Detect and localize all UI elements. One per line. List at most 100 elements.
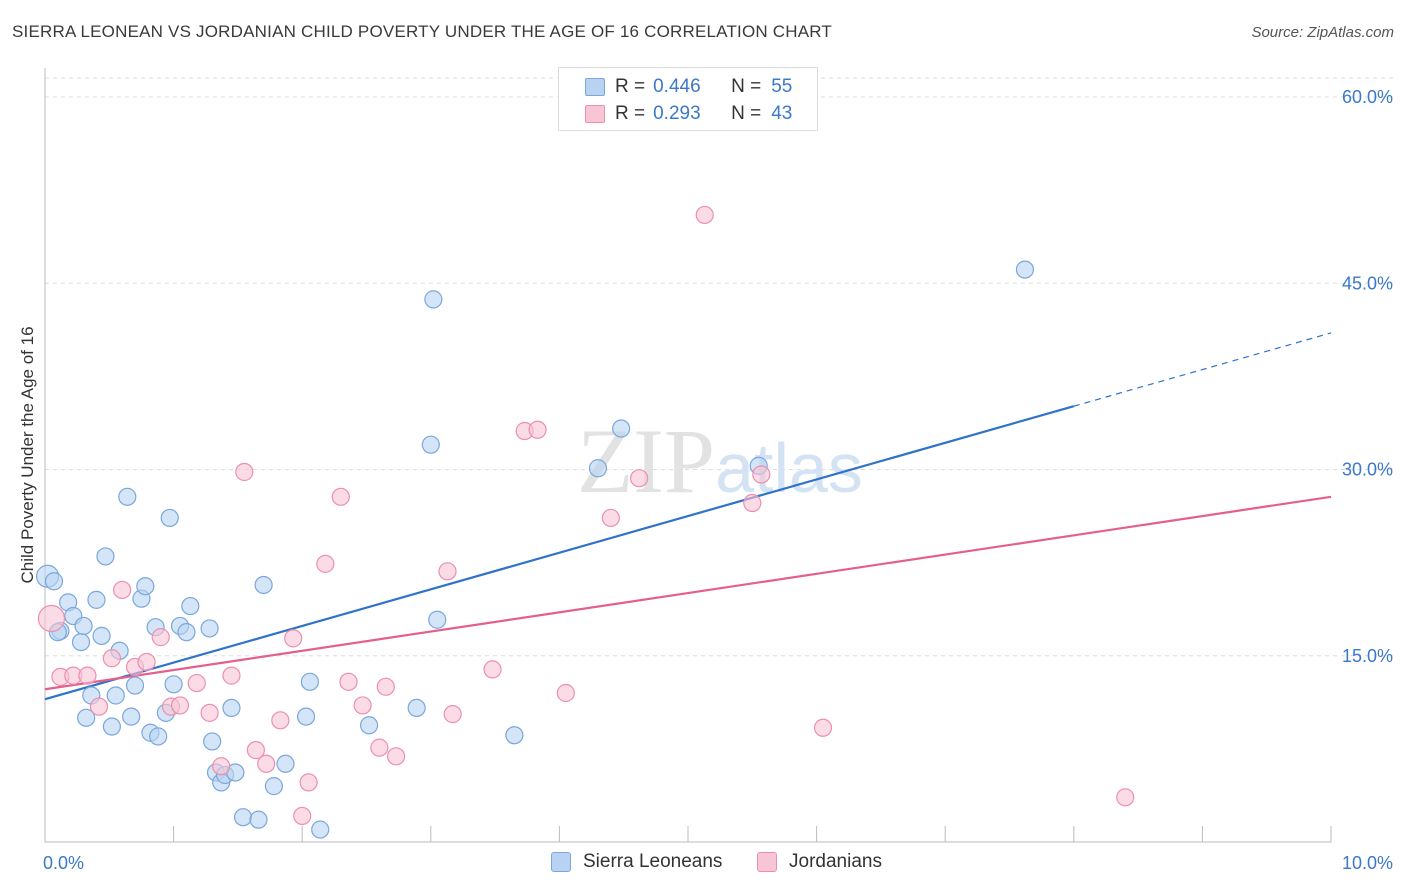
data-point <box>222 698 241 718</box>
data-point <box>421 435 440 454</box>
data-point <box>96 547 115 566</box>
legend-item-sierra-leoneans: Sierra Leoneans <box>551 851 722 873</box>
data-point <box>74 616 93 636</box>
data-point <box>264 777 284 796</box>
data-point <box>483 660 502 679</box>
y-tick-label: 15.0% <box>1342 646 1393 666</box>
data-point <box>257 754 276 773</box>
data-point <box>89 697 109 716</box>
data-point <box>612 419 631 438</box>
data-point <box>1116 788 1135 807</box>
data-point <box>601 508 620 528</box>
watermark-text: ZIPatlas <box>577 410 863 512</box>
legend-swatch-pink <box>585 105 605 123</box>
data-point <box>743 493 762 513</box>
data-point <box>376 677 395 696</box>
data-point <box>284 629 303 648</box>
legend-n-value: 43 <box>771 103 793 124</box>
data-point <box>505 726 524 745</box>
data-point <box>113 580 132 600</box>
data-point <box>249 810 268 829</box>
data-point <box>118 487 137 506</box>
data-point <box>300 672 320 691</box>
data-point <box>359 716 379 735</box>
data-point <box>160 508 179 528</box>
data-point <box>37 604 66 633</box>
series-jordanians-points <box>37 205 1135 826</box>
data-point <box>222 666 241 685</box>
data-point <box>316 554 335 573</box>
data-point <box>695 205 714 225</box>
legend-n-label: N = <box>731 103 762 124</box>
data-point <box>235 462 254 482</box>
data-point <box>407 698 426 718</box>
data-point <box>200 619 219 638</box>
data-point <box>149 727 168 746</box>
x-tick-label: 10.0% <box>1342 853 1393 873</box>
data-point <box>528 420 547 439</box>
data-point <box>71 632 91 652</box>
data-point <box>187 673 206 693</box>
tick-labels: 15.0% 30.0% 45.0% 60.0% 0.0% 10.0% <box>43 87 1393 873</box>
legend-row-jordanians: R = 0.293 N = 43 <box>585 102 792 126</box>
data-point <box>331 487 350 506</box>
x-tick-label: 0.0% <box>43 853 84 873</box>
data-point <box>44 572 64 591</box>
legend-label: Sierra Leoneans <box>583 851 723 872</box>
legend-label: Jordanians <box>789 851 882 872</box>
data-point <box>125 676 145 695</box>
legend-r-value: 0.293 <box>653 103 701 124</box>
data-point <box>200 703 219 722</box>
data-point <box>428 610 447 629</box>
data-point <box>77 708 96 727</box>
legend-n-label: N = <box>731 76 762 97</box>
data-point <box>181 596 200 616</box>
axes <box>44 68 1332 843</box>
data-point <box>339 672 358 691</box>
data-point <box>386 747 406 766</box>
data-point <box>92 626 111 645</box>
data-point <box>813 718 833 737</box>
data-point <box>556 683 575 703</box>
data-point <box>254 575 273 595</box>
legend-r-label: R = <box>615 103 646 124</box>
data-point <box>106 686 125 705</box>
grid-lines <box>45 77 1395 657</box>
y-tick-label: 45.0% <box>1342 273 1393 293</box>
data-point <box>443 705 462 724</box>
data-point <box>1015 260 1035 279</box>
trend-line-sierra-leoneans <box>44 405 1075 701</box>
data-point <box>203 732 222 751</box>
data-point <box>271 711 290 730</box>
data-point <box>78 666 97 685</box>
watermark: ZIPatlas <box>577 410 863 512</box>
data-point <box>170 696 190 715</box>
data-point <box>233 808 253 827</box>
correlation-legend: R = 0.446 N = 55 R = 0.293 N = 43 <box>558 67 818 131</box>
legend-swatch-pink <box>757 852 777 872</box>
data-point <box>296 707 316 726</box>
legend-r-label: R = <box>615 76 646 97</box>
series-legend: Sierra Leoneans Jordanians <box>0 851 1406 877</box>
y-axis-label: Child Poverty Under the Age of 16 <box>18 326 37 583</box>
data-point <box>276 754 295 773</box>
source-label: Source: ZipAtlas.com <box>1251 24 1394 41</box>
y-tick-label: 60.0% <box>1342 87 1393 107</box>
data-point <box>177 623 196 642</box>
legend-r-value: 0.446 <box>653 76 701 97</box>
series-sierra-leoneans-points <box>35 260 1035 839</box>
data-point <box>87 590 106 609</box>
data-point <box>102 649 121 668</box>
data-point <box>122 707 141 726</box>
data-point <box>102 717 121 736</box>
data-point <box>136 577 155 596</box>
legend-swatch-blue <box>585 78 605 96</box>
chart-title: SIERRA LEONEAN VS JORDANIAN CHILD POVERT… <box>12 22 833 41</box>
data-point <box>311 820 330 839</box>
data-point <box>630 469 649 488</box>
data-point <box>151 628 170 647</box>
data-point <box>424 290 443 309</box>
y-tick-label: 30.0% <box>1342 460 1393 480</box>
trend-line-jordanians <box>44 495 1332 691</box>
data-point <box>588 459 608 478</box>
